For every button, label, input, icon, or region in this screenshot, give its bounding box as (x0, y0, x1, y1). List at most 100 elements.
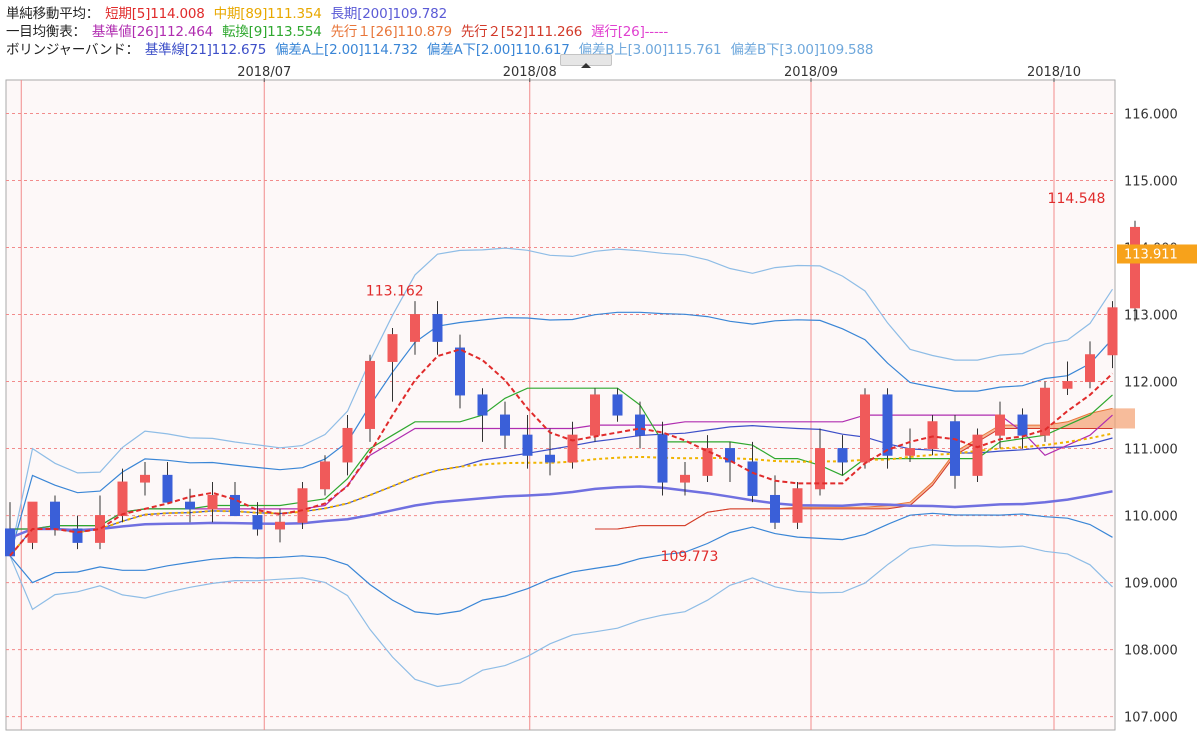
candle (657, 421, 668, 496)
candle-body (1017, 414, 1028, 436)
cloud-segment (955, 438, 978, 456)
candle (342, 415, 353, 476)
cloud-segment (910, 482, 933, 506)
ichimoku-legend-label: 一目均衡表： (6, 24, 86, 40)
candle-body (117, 481, 128, 517)
cloud-segment (1045, 421, 1068, 429)
candle (815, 428, 825, 496)
sma-mid-value: 中期[89]111.354 (213, 6, 322, 22)
candle-body (432, 314, 443, 342)
price-annotation: 109.773 (661, 549, 719, 565)
cloud-segment (977, 425, 1000, 442)
candle-body (297, 488, 308, 523)
candle-body (185, 501, 195, 510)
candle-body (1085, 354, 1095, 383)
y-tick-label: 108.000 (1124, 644, 1178, 659)
x-tick-label: 2018/10 (1027, 65, 1081, 80)
cloud-segment (1112, 408, 1135, 429)
ichimoku-senkou2-value: 先行２[52]111.266 (460, 24, 583, 40)
candle (770, 475, 780, 529)
candle-body (342, 427, 353, 463)
candle-body (1130, 226, 1140, 309)
ichimoku-senkou1-value: 先行１[26]110.879 (330, 24, 452, 40)
bollinger-mid-value: 基準線[21]112.675 (144, 42, 267, 58)
candle (365, 354, 375, 442)
candle (590, 388, 600, 442)
y-tick-label: 109.000 (1124, 577, 1178, 592)
vertical-gridlines: 2018/07 2018/08 2018/09 2018/10 (20, 65, 1081, 730)
candle (680, 461, 690, 496)
candle (725, 441, 735, 483)
candle-body (882, 394, 893, 456)
candle (905, 428, 915, 462)
candle-body (27, 501, 38, 543)
candle-body (612, 394, 623, 416)
candle (432, 301, 443, 355)
candle (140, 461, 150, 496)
candle-body (567, 434, 578, 463)
candle (950, 415, 960, 489)
candle (1040, 381, 1050, 442)
candle (972, 428, 983, 483)
sma-long-value: 長期[200]109.782 (330, 6, 448, 22)
candle-body (410, 314, 420, 342)
candle (702, 435, 713, 483)
ichimoku-kijun-value: 基準値[26]112.464 (91, 24, 214, 40)
candle-body (477, 394, 488, 416)
candle-body (1040, 387, 1050, 436)
candle-body (725, 448, 735, 463)
candle (455, 334, 465, 409)
candle-body (680, 474, 690, 483)
candle-body (162, 474, 173, 503)
candle (882, 388, 893, 469)
candle (387, 327, 398, 402)
candles (5, 220, 1140, 557)
candle (1017, 408, 1028, 449)
candle-body (1062, 381, 1073, 389)
caret-up-icon (581, 63, 591, 68)
candle-body (140, 474, 150, 483)
candle (252, 502, 263, 536)
candle (522, 415, 533, 469)
candle-body (927, 421, 938, 450)
bollinger-a-upper-line (9, 311, 1113, 556)
candle (207, 482, 218, 523)
bollinger-a-upper-value: 偏差A上[2.00]114.732 (275, 42, 418, 58)
candle-body (50, 501, 60, 530)
candle (545, 428, 555, 476)
x-tick-label: 2018/08 (503, 65, 557, 80)
candle (410, 301, 420, 355)
candle-body (635, 414, 645, 436)
candle (567, 421, 578, 469)
current-price-box (1117, 244, 1197, 264)
cloud-segment (1022, 425, 1045, 429)
candle (162, 461, 173, 503)
collapse-legend-button[interactable] (560, 54, 612, 68)
candle-body (252, 515, 263, 530)
candle-body (455, 347, 465, 396)
candle-body (792, 488, 803, 523)
candle-body (1107, 307, 1118, 356)
candle-body (702, 448, 713, 476)
current-price-label: 113.911 (1124, 247, 1178, 262)
candle-body (995, 414, 1005, 436)
ichimoku-legend-row: 一目均衡表： 基準値[26]112.464 転換[9]113.554 先行１[26]1… (6, 20, 677, 40)
candle-body (522, 434, 533, 456)
candle (927, 415, 938, 456)
candle (297, 482, 308, 529)
bollinger-legend-row: ボリンジャーバンド： 基準線[21]112.675 偏差A上[2.00]114.73… (6, 38, 882, 58)
bollinger-b-lower-line (9, 544, 1113, 688)
y-tick-label: 110.000 (1124, 510, 1178, 525)
candle-body (72, 528, 83, 543)
candle (1107, 301, 1118, 369)
price-annotation: 114.548 (1048, 191, 1106, 207)
bollinger-b-upper-line (9, 247, 1114, 556)
candle (320, 455, 330, 496)
candle-body (590, 394, 600, 436)
y-tick-label: 107.000 (1124, 711, 1178, 726)
x-tick-label: 2018/07 (237, 65, 291, 80)
cloud-segment (1090, 408, 1113, 429)
sma-legend-label: 単純移動平均： (6, 6, 100, 22)
y-tick-label: 115.000 (1124, 175, 1178, 190)
candle-body (207, 494, 218, 510)
